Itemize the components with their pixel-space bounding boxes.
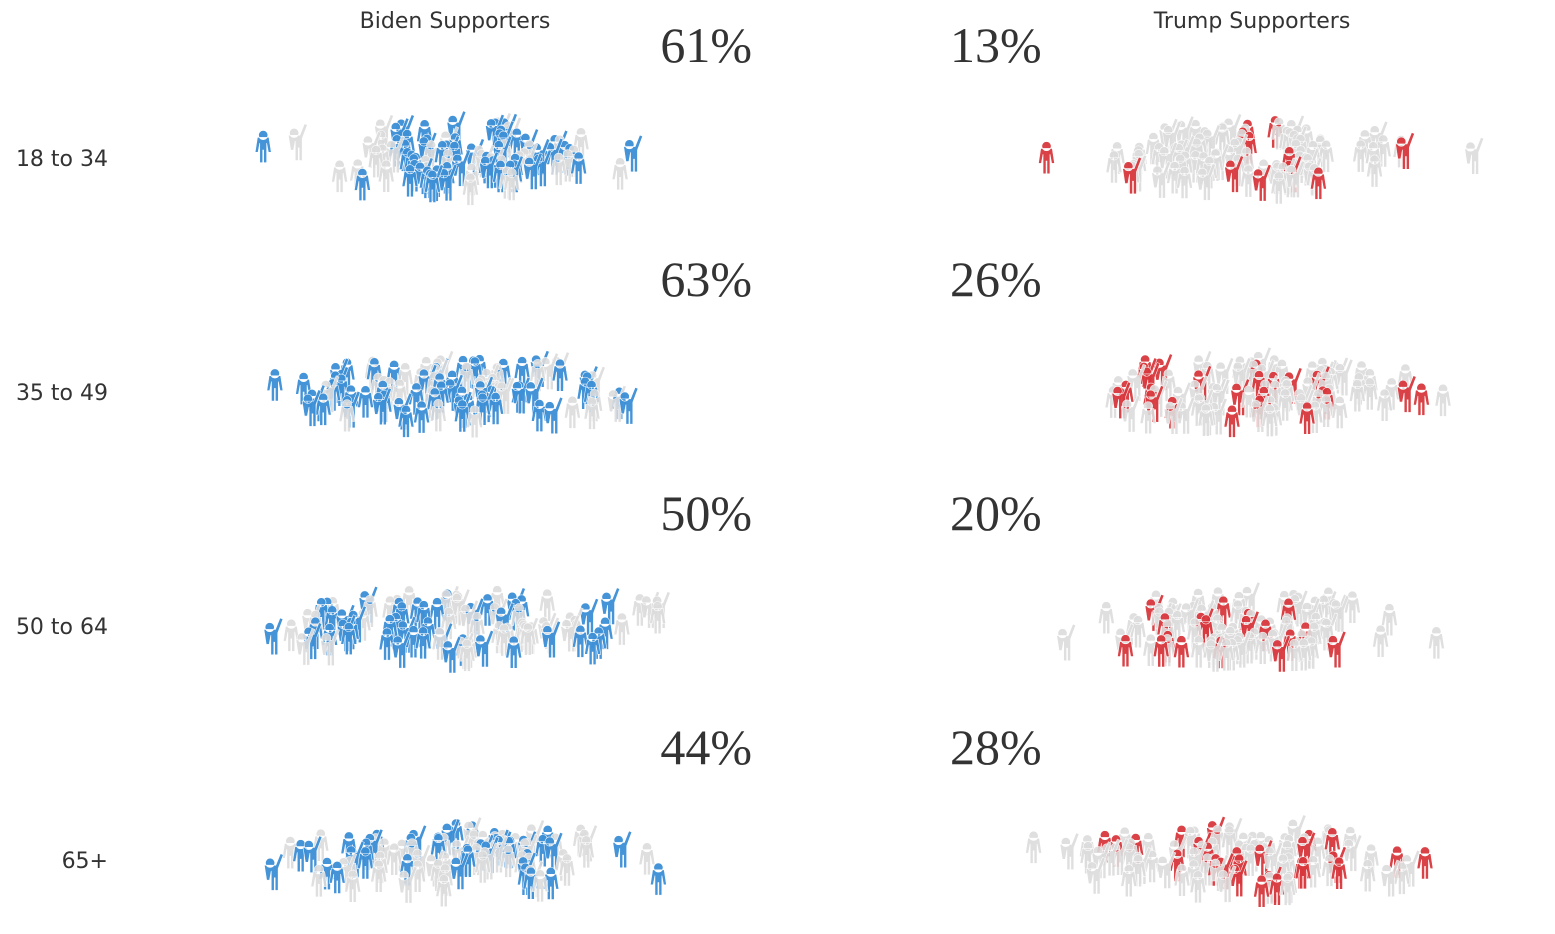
person xyxy=(614,613,630,645)
percent-label: 61% xyxy=(660,17,752,73)
person xyxy=(264,854,283,891)
page: {"chart_data": {"type": "crowd", "catego… xyxy=(0,0,1555,934)
person xyxy=(264,618,283,655)
person xyxy=(332,160,348,192)
row-label: 18 to 34 xyxy=(16,147,108,172)
crowd xyxy=(264,817,666,907)
person xyxy=(475,630,494,667)
percent-label: 44% xyxy=(660,719,752,775)
person xyxy=(1038,142,1054,174)
crowd xyxy=(255,111,642,206)
percent-label: 63% xyxy=(660,251,752,307)
percent-label: 13% xyxy=(950,17,1042,73)
person xyxy=(267,369,283,401)
percent-label: 28% xyxy=(950,719,1042,775)
person xyxy=(1026,831,1042,863)
crowd xyxy=(264,586,670,674)
person xyxy=(1157,852,1176,889)
percent-label: 50% xyxy=(660,485,752,541)
person xyxy=(1057,624,1076,661)
person xyxy=(288,124,307,161)
crowd xyxy=(267,350,638,437)
person xyxy=(612,158,628,190)
row-label: 35 to 49 xyxy=(16,381,108,406)
percent-label: 26% xyxy=(950,251,1042,307)
percent-label: 20% xyxy=(950,485,1042,541)
person xyxy=(1465,137,1484,174)
person xyxy=(650,863,666,895)
person xyxy=(1098,602,1114,634)
person xyxy=(1060,833,1079,870)
person xyxy=(255,130,271,162)
row-label: 50 to 64 xyxy=(16,615,108,640)
person xyxy=(1435,384,1451,416)
person xyxy=(544,397,563,434)
series-title: Biden Supporters xyxy=(360,9,551,34)
person xyxy=(1327,631,1346,668)
person xyxy=(1413,383,1429,415)
crowd xyxy=(1038,114,1483,204)
row-label: 65+ xyxy=(62,849,108,874)
series-title: Trump Supporters xyxy=(1153,9,1351,34)
crowd xyxy=(1057,582,1445,672)
crowd xyxy=(1026,815,1434,908)
crowd xyxy=(1105,347,1451,437)
person xyxy=(624,135,643,172)
chart: Biden Supporters Trump Supporters 18 to 34… xyxy=(0,0,1555,934)
person xyxy=(613,831,632,868)
person xyxy=(564,396,580,428)
person xyxy=(1428,627,1444,659)
